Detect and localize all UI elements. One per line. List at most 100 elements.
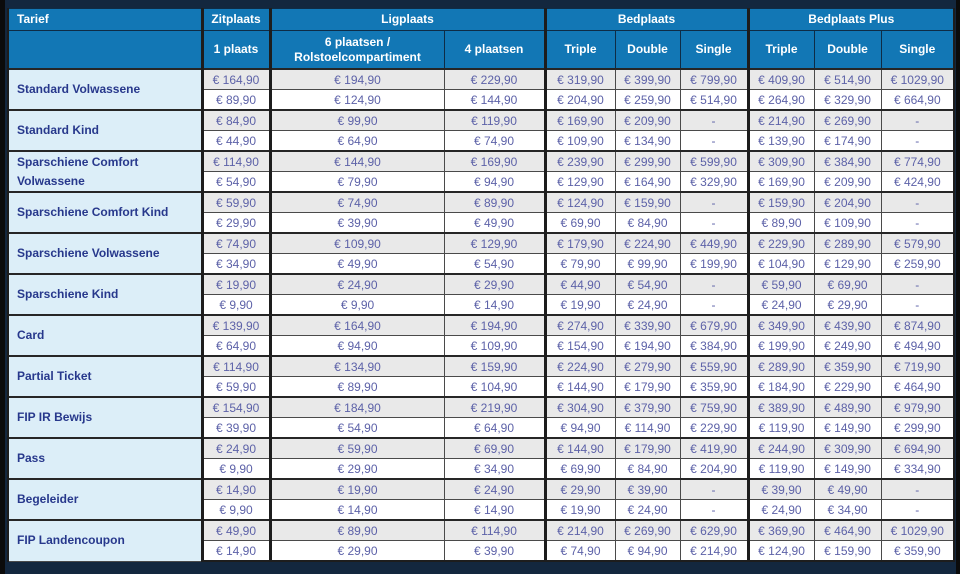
price-cell: € 94,90 [543, 417, 616, 439]
price-cell: € 179,90 [614, 437, 681, 459]
price-cell-empty: - [880, 191, 956, 213]
price-cell: € 264,90 [746, 89, 815, 111]
price-cell-empty: - [679, 478, 749, 500]
price-cell: € 79,90 [268, 171, 445, 193]
price-cell: € 114,90 [200, 150, 271, 172]
price-cell: € 79,90 [543, 253, 616, 275]
price-cell: € 9,90 [268, 294, 445, 316]
column-group-header: Zitplaats [200, 8, 271, 31]
price-cell: € 54,90 [443, 253, 546, 275]
price-cell: € 109,90 [813, 212, 882, 234]
price-cell: € 74,90 [268, 191, 445, 213]
price-cell: € 39,90 [268, 212, 445, 234]
price-cell: € 124,90 [543, 191, 616, 213]
table-row: Sparschiene Comfort Kind € 59,90 € 74,90 € … [7, 191, 956, 234]
price-cell: € 379,90 [614, 396, 681, 418]
column-header: 1 plaats [200, 30, 271, 70]
price-cell: € 154,90 [543, 335, 616, 357]
price-cell: € 44,90 [200, 130, 271, 152]
price-cell: € 49,90 [443, 212, 546, 234]
tariff-name: Sparschiene Volwassene [7, 232, 203, 275]
price-cell: € 49,90 [200, 519, 271, 541]
price-cell: € 719,90 [880, 355, 956, 377]
price-cell: € 114,90 [200, 355, 271, 377]
table-row: Card € 139,90 € 164,90 € 194,90 € 274,90 € 33… [7, 314, 956, 357]
tariff-name: Pass [7, 437, 203, 480]
price-cell: € 84,90 [614, 458, 681, 480]
price-cell: € 89,90 [443, 191, 546, 213]
price-cell: € 74,90 [200, 232, 271, 254]
price-cell: € 9,90 [200, 294, 271, 316]
table-row: FIP Landencoupon € 49,90 € 89,90 € 114,90 € … [7, 519, 956, 562]
price-cell: € 759,90 [679, 396, 749, 418]
price-cell: € 204,90 [543, 89, 616, 111]
price-cell: € 464,90 [813, 519, 882, 541]
table-row: € 64,90 € 94,90 € 109,90 € 154,90 € 194,90 € … [8, 335, 956, 357]
price-cell: € 229,90 [679, 417, 749, 439]
price-cell: € 159,90 [813, 540, 882, 562]
price-cell: € 384,90 [813, 150, 882, 172]
price-cell: € 74,90 [443, 130, 546, 152]
price-cell: € 514,90 [813, 68, 882, 90]
price-cell: € 124,90 [746, 540, 815, 562]
price-cell: € 34,90 [443, 458, 546, 480]
column-header: Triple [543, 30, 616, 70]
price-cell: € 214,90 [746, 109, 815, 131]
price-cell: € 179,90 [614, 376, 681, 398]
price-cell: € 194,90 [268, 68, 445, 90]
table-row: € 54,90 € 79,90 € 94,90 € 129,90 € 164,90 € 3… [8, 171, 956, 193]
price-cell: € 384,90 [679, 335, 749, 357]
price-cell: € 194,90 [614, 335, 681, 357]
price-cell: € 49,90 [813, 478, 882, 500]
price-cell-empty: - [679, 273, 749, 295]
table-row: Pass € 24,90 € 59,90 € 69,90 € 144,90 € 179,9… [7, 437, 956, 480]
column-header: 6 plaatsen / Rolstoelcompartiment [268, 30, 445, 70]
price-cell: € 34,90 [813, 499, 882, 521]
table-row: € 39,90 € 54,90 € 64,90 € 94,90 € 114,90 € 22… [8, 417, 956, 439]
table-row: € 9,90 € 29,90 € 34,90 € 69,90 € 84,90 € 204,… [8, 458, 956, 480]
price-cell: € 249,90 [813, 335, 882, 357]
price-cell: € 169,90 [443, 150, 546, 172]
column-group-header: Bedplaats Plus [746, 8, 956, 31]
price-cell: € 94,90 [614, 540, 681, 562]
price-cell: € 164,90 [268, 314, 445, 336]
price-cell: € 19,90 [268, 478, 445, 500]
price-cell-empty: - [880, 478, 956, 500]
price-cell: € 664,90 [880, 89, 956, 111]
tariff-name: Sparschiene Kind [7, 273, 203, 316]
price-cell: € 59,90 [268, 437, 445, 459]
price-cell-empty: - [679, 499, 749, 521]
column-header-tarief: Tarief [7, 8, 203, 31]
price-cell: € 259,90 [880, 253, 956, 275]
price-cell-empty: - [880, 130, 956, 152]
price-cell: € 64,90 [200, 335, 271, 357]
price-cell: € 49,90 [268, 253, 445, 275]
price-cell: € 209,90 [614, 109, 681, 131]
price-cell: € 229,90 [813, 376, 882, 398]
price-cell: € 164,90 [200, 68, 271, 90]
price-cell: € 14,90 [443, 499, 546, 521]
price-cell: € 464,90 [880, 376, 956, 398]
price-cell: € 139,90 [746, 130, 815, 152]
price-cell: € 159,90 [443, 355, 546, 377]
price-cell: € 244,90 [746, 437, 815, 459]
price-cell: € 109,90 [543, 130, 616, 152]
price-cell: € 94,90 [268, 335, 445, 357]
price-cell: € 1029,90 [880, 519, 956, 541]
price-cell: € 39,90 [746, 478, 815, 500]
price-cell: € 54,90 [200, 171, 271, 193]
price-cell: € 369,90 [746, 519, 815, 541]
price-cell: € 224,90 [543, 355, 616, 377]
table-row: € 14,90 € 29,90 € 39,90 € 74,90 € 94,90 € 214… [8, 540, 956, 562]
price-cell: € 214,90 [543, 519, 616, 541]
table-row: € 29,90 € 39,90 € 49,90 € 69,90 € 84,90- € 89… [8, 212, 956, 234]
price-cell: € 24,90 [746, 499, 815, 521]
price-cell: € 229,90 [443, 68, 546, 90]
column-header: Single [679, 30, 749, 70]
price-cell: € 149,90 [813, 417, 882, 439]
price-cell: € 99,90 [614, 253, 681, 275]
price-cell: € 69,90 [813, 273, 882, 295]
price-cell: € 159,90 [746, 191, 815, 213]
price-cell-empty: - [679, 294, 749, 316]
price-cell: € 99,90 [268, 109, 445, 131]
